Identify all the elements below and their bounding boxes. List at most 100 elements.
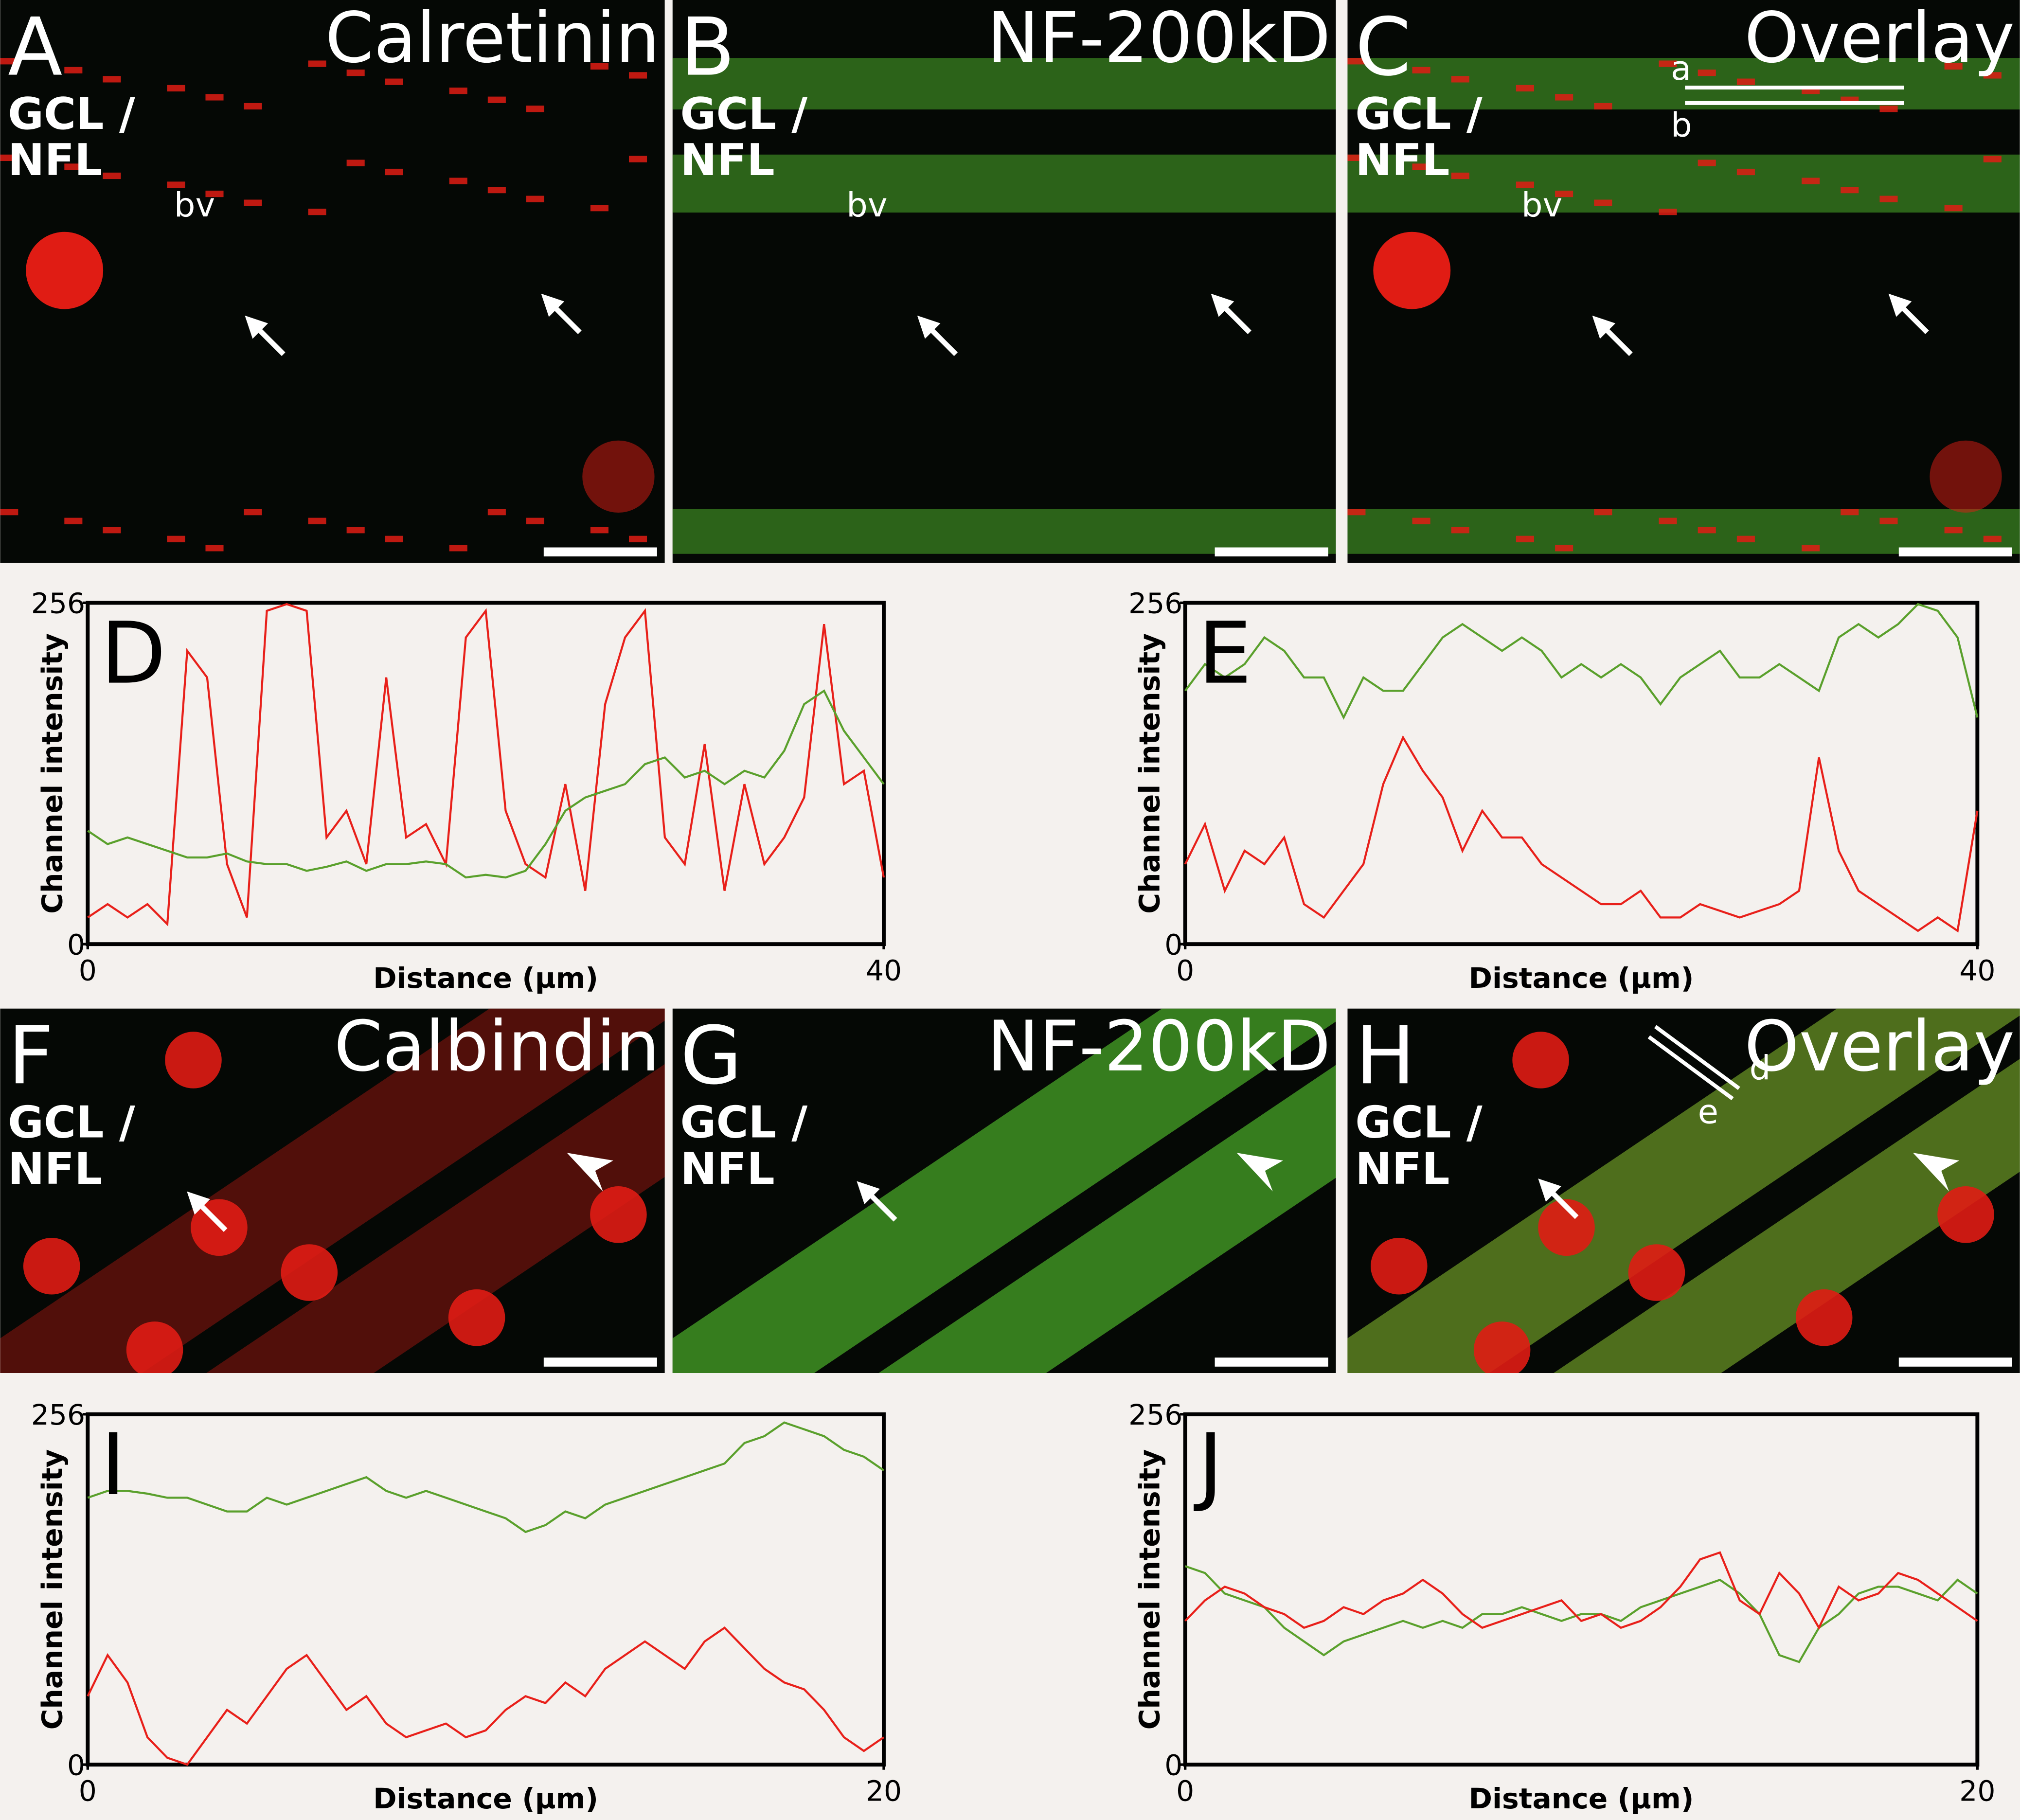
red-puncta — [449, 545, 467, 552]
fibre-bundle — [672, 1008, 1336, 1374]
red-puncta — [1841, 186, 1859, 194]
x-axis-label: Distance (µm) — [1469, 1782, 1694, 1815]
arrowhead — [1913, 1153, 1960, 1192]
layer-label: GCL / — [1355, 89, 1483, 140]
cell — [582, 440, 655, 513]
red-puncta — [167, 181, 185, 188]
red-puncta — [487, 509, 506, 516]
red-puncta — [346, 527, 365, 534]
fibre-band — [672, 154, 1336, 213]
x-tick-label: 20 — [866, 1774, 902, 1807]
plot-area — [86, 601, 886, 946]
y-tick-label: 0 — [67, 928, 85, 961]
cell — [1473, 1321, 1531, 1374]
fibre-bundle — [1347, 1008, 2020, 1374]
red-puncta — [526, 517, 544, 524]
red-puncta — [526, 106, 544, 112]
x-tick-label: 0 — [1176, 1774, 1194, 1807]
red-puncta — [590, 527, 608, 534]
red-puncta — [385, 535, 403, 542]
red-puncta — [449, 178, 467, 184]
cell — [1628, 1244, 1685, 1301]
fibre-band — [1347, 154, 2020, 213]
annotation: b — [1671, 106, 1692, 145]
profile-line — [1647, 1035, 1734, 1101]
x-axis-label: Distance (µm) — [373, 1782, 598, 1815]
arrowhead — [567, 1153, 613, 1192]
x-axis-label: Distance (µm) — [1469, 962, 1694, 995]
layer-label: NFL — [8, 135, 102, 186]
red-puncta — [385, 168, 403, 176]
red-puncta — [0, 154, 18, 161]
panel-bg — [0, 0, 665, 563]
arrow-head — [1538, 1178, 1561, 1202]
fibre-band — [1347, 58, 2020, 110]
cell — [165, 1032, 222, 1088]
data-line — [87, 689, 885, 879]
annotation: a — [1671, 49, 1691, 88]
cell — [1937, 1186, 1994, 1243]
red-puncta — [1659, 209, 1677, 215]
red-puncta — [1802, 178, 1820, 184]
red-puncta — [487, 186, 506, 194]
fibre-bundle-red — [1347, 1008, 2020, 1374]
panel-letter: B — [680, 1, 735, 94]
red-puncta — [1347, 154, 1366, 161]
red-puncta — [1594, 509, 1612, 516]
profile-line — [1654, 1025, 1740, 1090]
fibre-band — [1347, 509, 2020, 554]
annotation: d — [1750, 1049, 1771, 1088]
cell — [191, 1199, 248, 1256]
arrow-head — [1211, 293, 1234, 317]
y-tick-label: 0 — [67, 1749, 85, 1782]
red-puncta — [1347, 509, 1366, 516]
cell — [26, 232, 104, 309]
data-line — [1184, 735, 1979, 933]
red-puncta — [0, 58, 18, 65]
red-puncta — [1802, 545, 1820, 552]
chart-letter: D — [101, 605, 166, 703]
layer-label: NFL — [1355, 135, 1449, 186]
panel-letter: C — [1355, 1, 1411, 94]
arrow-head — [857, 1181, 880, 1205]
red-puncta — [1451, 76, 1469, 83]
red-puncta — [1516, 535, 1534, 542]
red-puncta — [1594, 199, 1612, 206]
red-puncta — [1516, 181, 1534, 188]
red-puncta — [205, 190, 224, 197]
cell — [448, 1289, 505, 1346]
red-puncta — [103, 172, 121, 179]
stain-label: NF-200kD — [987, 0, 1331, 78]
layer-label: GCL / — [1355, 1097, 1483, 1148]
x-tick-label: 20 — [1959, 1774, 1995, 1807]
red-puncta — [1944, 205, 1963, 212]
scale-bar — [1898, 547, 2012, 557]
cell — [1512, 1032, 1569, 1088]
x-tick-label: 0 — [1176, 954, 1194, 987]
red-puncta — [1412, 67, 1430, 73]
panel-letter: F — [8, 1009, 54, 1102]
stain-label: Calretinin — [325, 0, 660, 78]
x-tick-label: 40 — [1959, 954, 1995, 987]
red-puncta — [1736, 78, 1755, 85]
red-puncta — [1983, 72, 2002, 79]
scale-bar — [1215, 547, 1328, 557]
layer-label: GCL / — [680, 89, 808, 140]
x-tick-label: 40 — [866, 954, 902, 987]
annotation: bv — [846, 186, 887, 225]
red-puncta — [1983, 535, 2002, 542]
red-puncta — [1736, 168, 1755, 176]
red-puncta — [1555, 190, 1573, 197]
red-puncta — [1698, 160, 1716, 166]
red-puncta — [346, 160, 365, 166]
red-puncta — [308, 517, 326, 524]
red-puncta — [590, 63, 608, 70]
cell — [1930, 440, 2002, 513]
red-puncta — [1347, 58, 1366, 65]
image-panel — [0, 0, 665, 563]
x-axis-label: Distance (µm) — [373, 962, 598, 995]
fibre-bundle — [878, 1065, 1336, 1374]
image-panel — [1347, 1008, 2020, 1374]
